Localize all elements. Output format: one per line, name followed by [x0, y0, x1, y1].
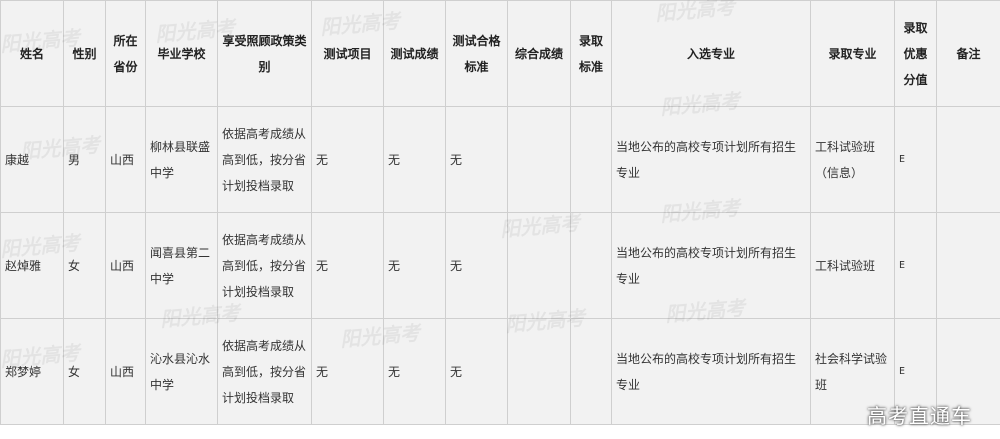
table-row: 康越男山西 柳林县联盛中学 依据高考成绩从高到低，按分省计划投档录取无无无当地公布的… [0, 106, 1000, 213]
table-cell: 无 [383, 106, 446, 213]
table-cell: 康越 [0, 106, 64, 213]
table-cell [936, 212, 1000, 319]
table-row: 郑梦婷女山西 沁水县沁水中学 依据高考成绩从高到低，按分省计划投档录取无无无当地公布… [0, 318, 1000, 425]
table-cell: 当地公布的高校专项计划所有招生专业 [611, 212, 811, 319]
table-cell: 山西 [105, 212, 146, 319]
column-header: 性别 [63, 0, 106, 107]
admission-table: 姓名 性别 所在省份 毕业学校 享受照顾政策类别 测试项目 测试成绩 测试合格标准 综合成绩 录取… [0, 0, 1000, 425]
table-cell: 无 [445, 212, 508, 319]
table-cell [507, 106, 571, 213]
table-cell: 沁水县沁水中学 [145, 318, 218, 425]
table-cell: 无 [311, 106, 384, 213]
column-header: 测试合格标准 [445, 0, 508, 107]
column-header: 享受照顾政策类别 [217, 0, 312, 107]
column-header: 综合成绩 [507, 0, 571, 107]
column-header: 所在省份 [105, 0, 146, 107]
table-cell [570, 318, 612, 425]
table-cell: E [894, 212, 937, 319]
table-cell: 依据高考成绩从高到低，按分省计划投档录取 [217, 318, 312, 425]
table-cell: 山西 [105, 106, 146, 213]
table-cell: 无 [311, 318, 384, 425]
table-cell [507, 212, 571, 319]
table-cell: 女 [63, 212, 106, 319]
table-cell: 工科试验班（信息） [810, 106, 895, 213]
table-cell: 无 [383, 318, 446, 425]
table-cell: 无 [383, 212, 446, 319]
table-cell: 柳林县联盛中学 [145, 106, 218, 213]
column-header: 测试项目 [311, 0, 384, 107]
table-row: 赵焯雅女山西 闻喜县第二中学 依据高考成绩从高到低，按分省计划投档录取无无无当地公布… [0, 212, 1000, 319]
table-cell: 无 [445, 318, 508, 425]
column-header: 入选专业 [611, 0, 811, 107]
table-cell: 无 [311, 212, 384, 319]
table-cell: 女 [63, 318, 106, 425]
table-cell [570, 106, 612, 213]
column-header: 录取专业 [810, 0, 895, 107]
table-cell [570, 212, 612, 319]
table-cell: 闻喜县第二中学 [145, 212, 218, 319]
table-cell: 依据高考成绩从高到低，按分省计划投档录取 [217, 212, 312, 319]
table-cell [507, 318, 571, 425]
column-header: 毕业学校 [145, 0, 218, 107]
column-header: 姓名 [0, 0, 64, 107]
table-cell: 当地公布的高校专项计划所有招生专业 [611, 318, 811, 425]
column-header: 备注 [936, 0, 1000, 107]
table-cell: 郑梦婷 [0, 318, 64, 425]
table-cell: E [894, 318, 937, 425]
table-cell: 社会科学试验班 [810, 318, 895, 425]
table-cell: 依据高考成绩从高到低，按分省计划投档录取 [217, 106, 312, 213]
table-cell [936, 318, 1000, 425]
column-header: 测试成绩 [383, 0, 446, 107]
table-cell: 无 [445, 106, 508, 213]
table-cell: 工科试验班 [810, 212, 895, 319]
logo-text: 高考直通车 [867, 404, 972, 428]
header-row: 姓名 性别 所在省份 毕业学校 享受照顾政策类别 测试项目 测试成绩 测试合格标准 综合成绩 录取… [0, 0, 1000, 107]
table-cell [936, 106, 1000, 213]
table-cell: 山西 [105, 318, 146, 425]
column-header: 录取标准 [570, 0, 612, 107]
column-header: 录取优惠分值 [894, 0, 937, 107]
table-cell: 男 [63, 106, 106, 213]
table-cell: 当地公布的高校专项计划所有招生专业 [611, 106, 811, 213]
table-cell: E [894, 106, 937, 213]
table-cell: 赵焯雅 [0, 212, 64, 319]
